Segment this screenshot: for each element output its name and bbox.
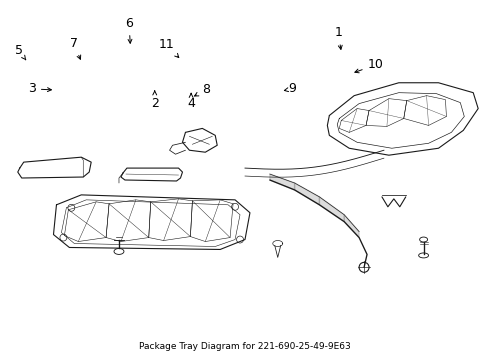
Text: 6: 6 [125, 17, 133, 43]
Polygon shape [269, 174, 294, 190]
Text: 7: 7 [70, 37, 81, 59]
Polygon shape [294, 183, 319, 205]
Polygon shape [319, 197, 344, 222]
Text: 10: 10 [354, 58, 383, 73]
Text: 4: 4 [187, 94, 195, 110]
Text: 8: 8 [194, 84, 209, 96]
Text: 9: 9 [284, 82, 295, 95]
Text: Package Tray Diagram for 221-690-25-49-9E63: Package Tray Diagram for 221-690-25-49-9… [138, 342, 350, 351]
Text: 1: 1 [333, 26, 342, 49]
Text: 2: 2 [150, 91, 158, 110]
Text: 5: 5 [15, 44, 26, 60]
Text: 3: 3 [28, 82, 51, 95]
Polygon shape [344, 215, 358, 238]
Text: 11: 11 [159, 39, 179, 58]
